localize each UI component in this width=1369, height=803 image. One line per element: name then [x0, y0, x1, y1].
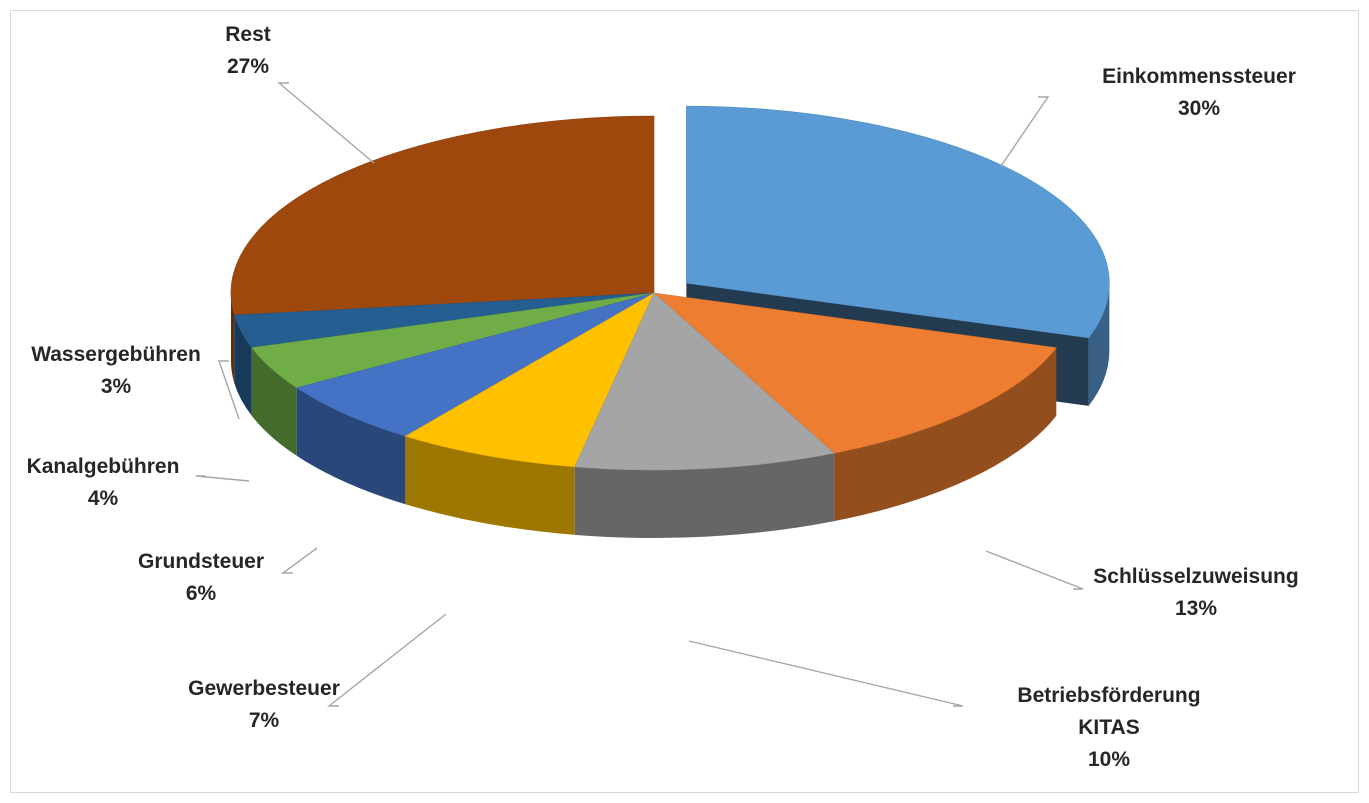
data-label-category: Grundsteuer: [138, 550, 264, 573]
data-label-grundsteuer: Grundsteuer 6%: [138, 550, 264, 605]
slice-top: [296, 292, 655, 437]
data-label-kanalgebühren: Kanalgebühren 4%: [27, 455, 180, 510]
leader-line-kanalgebühren: [195, 475, 250, 482]
leader-line-betriebsförderung-kitas: [688, 640, 964, 707]
slice-top: [686, 105, 1110, 339]
data-label-category: Gewerbesteuer: [188, 677, 340, 700]
slice-rim: [251, 347, 297, 456]
pie-slice-schlüsselzuweisung: [653, 292, 1057, 522]
slice-rim: [834, 347, 1057, 522]
slice-top: [404, 292, 655, 468]
pie-slice-betriebsförderung-kitas: [574, 292, 835, 538]
data-label-category: Schlüsselzuweisung: [1093, 565, 1298, 588]
data-label-percent: 7%: [249, 709, 280, 732]
slice-rim: [296, 387, 406, 505]
data-label-category: Kanalgebühren: [27, 455, 180, 478]
leader-lines: [195, 82, 1084, 707]
pie-slice-rest: [230, 115, 655, 384]
slice-rim: [574, 453, 835, 538]
leader-line-wassergebühren: [218, 360, 240, 420]
data-label-rest: Rest 27%: [225, 23, 271, 78]
slice-rim: [1088, 283, 1110, 406]
data-label-category: Einkommenssteuer: [1102, 65, 1296, 88]
data-label-percent: 6%: [186, 582, 217, 605]
data-label-gewerbesteuer: Gewerbesteuer 7%: [188, 677, 340, 732]
data-label-category: Betriebsförderung: [1017, 684, 1200, 707]
slice-top: [653, 292, 1057, 454]
slice-rim: [405, 436, 575, 535]
leader-line-rest: [277, 82, 375, 164]
data-labels: Einkommenssteuer 30% Schlüsselzuweisung 13%…: [27, 23, 1299, 771]
leader-line-einkommenssteuer: [1000, 96, 1050, 167]
data-label-category: Wassergebühren: [31, 343, 201, 366]
data-label-percent: 10%: [1088, 748, 1130, 771]
data-label-category: Rest: [225, 23, 271, 46]
slice-rim: [231, 293, 235, 384]
data-label-schlüsselzuweisung: Schlüsselzuweisung 13%: [1093, 565, 1298, 620]
data-label-percent: 13%: [1175, 597, 1217, 620]
data-label-percent: 27%: [227, 55, 269, 78]
leader-line-schlüsselzuweisung: [985, 550, 1084, 590]
data-label-percent: 3%: [101, 375, 132, 398]
slice-top: [230, 115, 655, 316]
chart-frame: Einkommenssteuer 30% Schlüsselzuweisung 13%…: [10, 10, 1359, 793]
slice-rim: [234, 315, 252, 416]
leader-line-grundsteuer: [280, 547, 318, 574]
data-label-category: KITAS: [1078, 716, 1139, 739]
data-label-percent: 30%: [1178, 97, 1220, 120]
leader-line-gewerbesteuer: [326, 613, 447, 707]
slice-top: [574, 292, 835, 471]
data-label-betriebsförderung-kitas: Betriebsförderung KITAS 10%: [1017, 684, 1200, 771]
pie-chart: Einkommenssteuer 30% Schlüsselzuweisung 13%…: [27, 23, 1299, 771]
data-label-wassergebühren: Wassergebühren 3%: [31, 343, 201, 398]
data-label-einkommenssteuer: Einkommenssteuer 30%: [1102, 65, 1296, 120]
pie-slice-grundsteuer: [296, 292, 655, 505]
data-label-percent: 4%: [88, 487, 119, 510]
pie-slices: [230, 105, 1110, 538]
pie-slice-gewerbesteuer: [404, 292, 655, 535]
